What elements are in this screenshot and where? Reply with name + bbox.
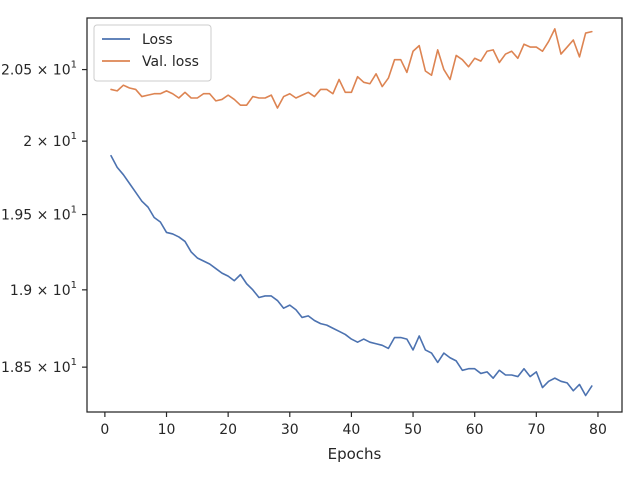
- y-tick-label-1.95: 1.95 × 101: [1, 205, 77, 224]
- x-tick-label-60: 60: [466, 422, 484, 438]
- x-tick-label-80: 80: [589, 422, 607, 438]
- x-tick-label-70: 70: [527, 422, 545, 438]
- legend-label-loss: Loss: [142, 32, 173, 48]
- legend-label-val-loss: Val. loss: [142, 54, 199, 70]
- series-line-val-loss: [110, 28, 593, 109]
- x-tick-label-20: 20: [219, 422, 237, 438]
- y-tick-label-2.05: 2.05 × 101: [1, 60, 77, 79]
- legend: Loss Val. loss: [93, 24, 212, 82]
- ticks-layer: 0 10 20 30 40 50 60 70 80 1.85 × 101 1.9 × 101 1.95…: [1, 60, 607, 438]
- x-tick-label-0: 0: [100, 422, 109, 438]
- series-layer: [110, 28, 593, 397]
- x-tick-label-10: 10: [158, 422, 176, 438]
- x-axis-label: Epochs: [328, 445, 382, 463]
- x-tick-label-40: 40: [343, 422, 361, 438]
- y-tick-label-1.9: 1.9 × 101: [10, 280, 77, 299]
- series-line-loss: [110, 154, 593, 397]
- x-tick-label-50: 50: [404, 422, 422, 438]
- x-tick-label-30: 30: [281, 422, 299, 438]
- y-tick-label-1.85: 1.85 × 101: [1, 357, 77, 376]
- y-tick-label-2: 2 × 101: [23, 131, 77, 150]
